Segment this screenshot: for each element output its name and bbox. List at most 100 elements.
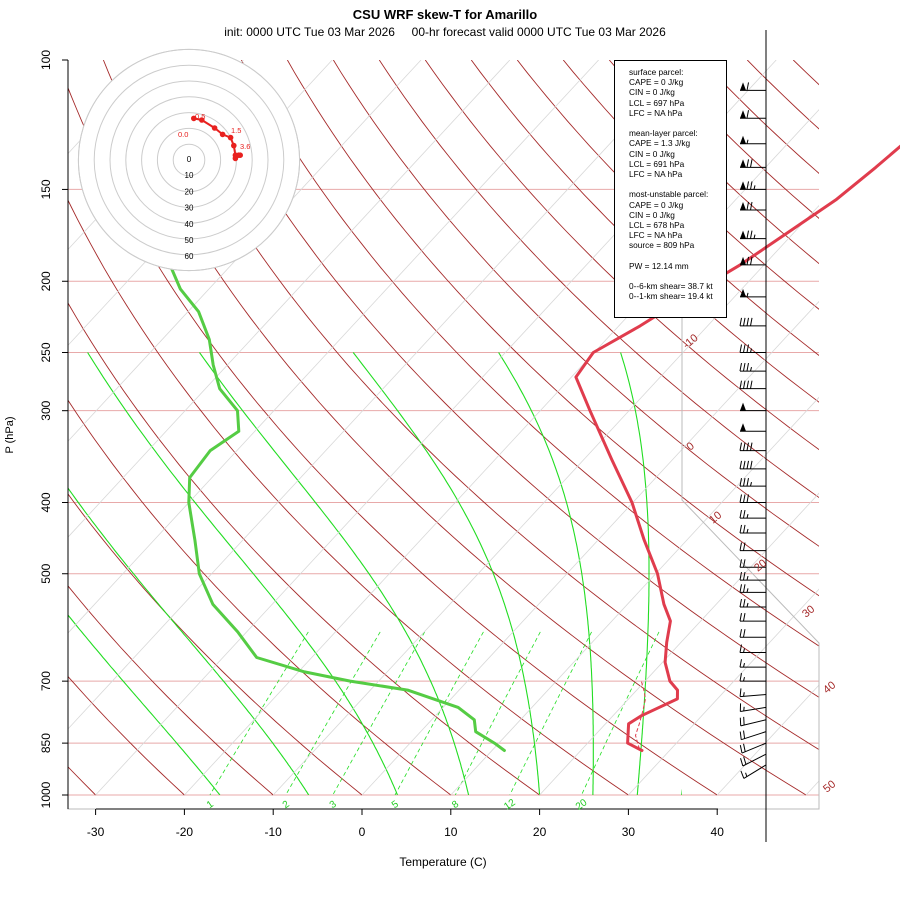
- wind-barb-full: [746, 317, 749, 326]
- wind-barb-full: [739, 542, 742, 551]
- wind-barb: [739, 730, 767, 741]
- isotherm-label: 50: [821, 778, 838, 795]
- dry-adiabat: [654, 60, 819, 219]
- wind-barb: [739, 629, 766, 638]
- parcel-info-gap: [629, 118, 722, 128]
- wind-barb: [739, 742, 767, 754]
- wind-barb: [739, 613, 766, 622]
- wind-barb-full: [750, 317, 753, 326]
- mixing-ratio-label: 3: [328, 799, 339, 811]
- wind-barb: [739, 380, 766, 390]
- moist-adiabat: [620, 352, 650, 795]
- dry-adiabat: [241, 60, 819, 647]
- wind-barb-full: [739, 688, 742, 697]
- isotherm-line: [68, 60, 422, 442]
- dewpoint-line: [168, 242, 506, 752]
- parcel-info-box: surface parcel: CAPE = 0 J/kg CIN = 0 J/kg…: [614, 60, 727, 318]
- mixing-ratio-line: [509, 631, 592, 795]
- wind-barb-flag: [740, 230, 746, 239]
- wind-barb-shaft: [740, 706, 767, 712]
- mixing-ratio-label: 20: [574, 797, 590, 813]
- dry-adiabat: [792, 60, 819, 86]
- dry-adiabat: [68, 199, 629, 796]
- hodograph-ring-line: [125, 96, 253, 224]
- wind-barb-full: [743, 380, 746, 389]
- y-tick-label: 200: [39, 271, 53, 291]
- parcel-info-line: CAPE = 0 J/kg: [629, 77, 684, 88]
- wind-barb: [739, 716, 767, 727]
- wind-barb-full: [739, 598, 742, 608]
- parcel-info-line: LFC = NA hPa: [629, 107, 683, 118]
- wind-barb-full: [746, 201, 749, 211]
- x-tick-label: -10: [265, 825, 283, 839]
- hodograph-ring-line: [93, 64, 285, 256]
- wind-barb-full: [739, 362, 742, 372]
- parcel-info-line: CIN = 0 J/kg: [629, 87, 675, 98]
- x-tick-label: 20: [533, 825, 547, 839]
- parcel-info-line: LFC = NA hPa: [629, 230, 683, 241]
- wind-barb-full: [750, 159, 753, 168]
- wind-barb-full: [743, 571, 746, 581]
- wind-barb-full: [746, 344, 749, 353]
- y-tick-label: 1000: [39, 781, 53, 808]
- wind-barb-full: [746, 478, 749, 487]
- y-tick-label: 700: [39, 671, 53, 691]
- wind-barb-flag: [740, 181, 746, 190]
- isotherm-line: [450, 396, 819, 796]
- wind-barb: [739, 598, 766, 608]
- wind-barb-full: [739, 613, 742, 622]
- hodograph-point: [237, 152, 243, 158]
- wind-barb-half: [750, 482, 752, 487]
- mixing-ratio-label: 1: [205, 799, 216, 811]
- wind-barb-full: [743, 509, 746, 519]
- y-tick-label: 150: [39, 179, 53, 199]
- wind-barb-full: [746, 442, 749, 451]
- moist-adiabat: [352, 352, 541, 795]
- hodograph-ring-line: [172, 143, 206, 177]
- hodograph-point: [199, 117, 205, 123]
- wind-barb-half: [746, 575, 749, 581]
- wind-barb-full: [739, 629, 742, 638]
- wind-barb-full: [739, 317, 742, 326]
- wind-barb-full: [739, 509, 742, 519]
- wind-barb-shaft: [740, 719, 767, 727]
- wind-barb-full: [743, 559, 746, 568]
- wind-barb-full: [750, 201, 753, 211]
- isotherm-label: 40: [821, 679, 838, 696]
- parcel-info-line: LCL = 691 hPa: [629, 158, 685, 169]
- wind-barb-full: [740, 770, 745, 779]
- parcel-info-gap: [629, 271, 722, 281]
- wind-barb-full: [746, 460, 749, 469]
- wind-barb-flag: [740, 423, 746, 432]
- wind-barb-full: [743, 362, 746, 372]
- wind-barb: [740, 288, 766, 298]
- wind-barb-full: [743, 524, 746, 534]
- mixing-ratio-line: [209, 631, 309, 795]
- parcel-info-gap: [629, 251, 722, 261]
- dry-adiabat: [333, 60, 819, 547]
- moist-adiabat: [68, 487, 310, 795]
- dry-adiabat: [470, 60, 819, 403]
- wind-barb-flag: [740, 402, 746, 411]
- hodograph-point: [211, 125, 218, 131]
- wind-barb-half: [750, 348, 752, 353]
- wind-barb-half: [746, 292, 749, 297]
- wind-barb-flag: [740, 256, 746, 265]
- mixing-ratio-label: 12: [502, 797, 518, 813]
- hodograph-ring-label: 0: [187, 155, 192, 164]
- wind-barb-full: [739, 644, 742, 653]
- x-axis-label: Temperature (C): [399, 855, 486, 869]
- wind-barb: [739, 584, 766, 593]
- wind-barb-half: [745, 772, 748, 777]
- mixing-ratio-line: [332, 631, 426, 795]
- dry-adiabat: [68, 585, 274, 796]
- isotherm-line: [539, 492, 819, 796]
- wind-barb-full: [750, 380, 753, 389]
- parcel-info-line: mean-layer parcel:: [629, 128, 698, 139]
- dry-adiabat: [839, 60, 900, 795]
- hodograph-ring-label: 10: [185, 171, 194, 180]
- wind-barb: [739, 571, 766, 581]
- hodograph-point: [227, 134, 234, 141]
- x-tick-label: -30: [87, 825, 105, 839]
- wind-barb-full: [739, 344, 742, 353]
